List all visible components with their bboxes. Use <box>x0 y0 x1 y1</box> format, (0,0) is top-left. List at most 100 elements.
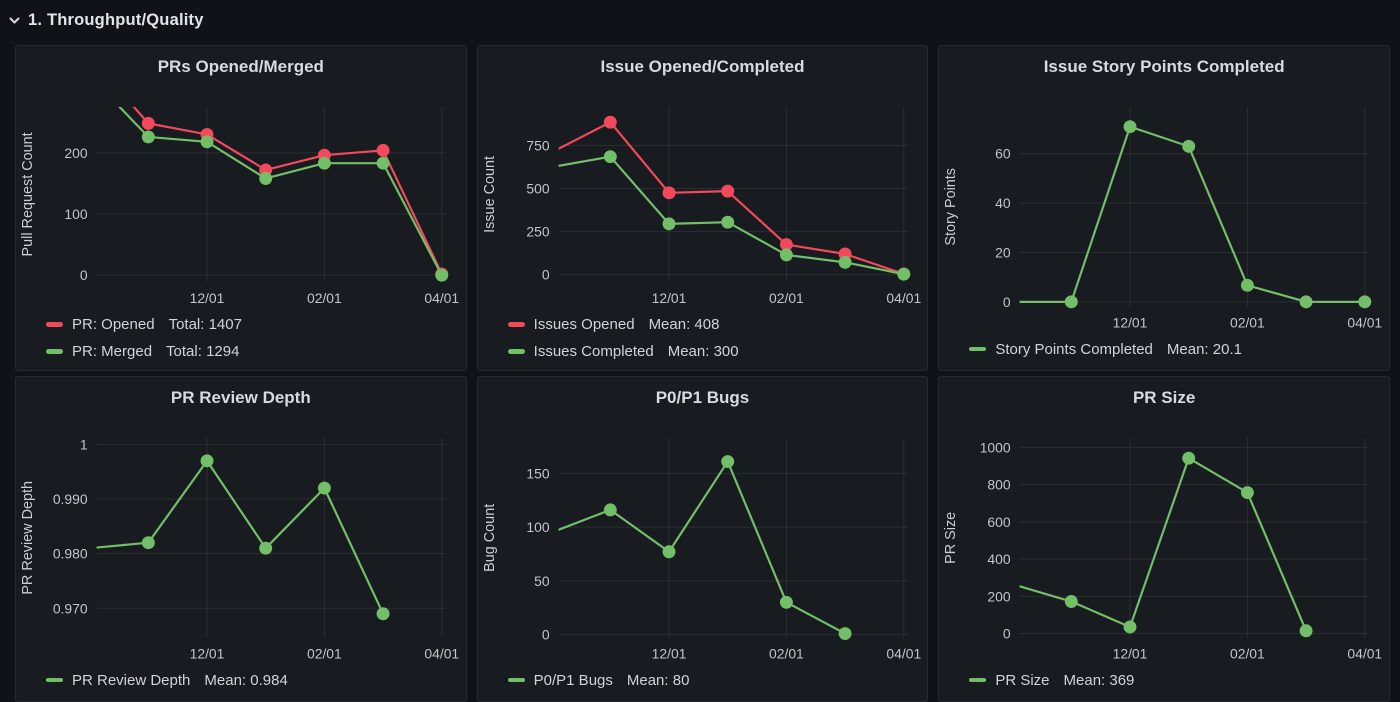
panel-title[interactable]: PR Review Depth <box>170 388 311 407</box>
legend-item: Issues Completed Mean: 300 <box>507 338 928 365</box>
legend-series-stat: Mean: 0.984 <box>204 671 288 689</box>
panels-grid: PRs Opened/Merged 0 100 200 12/01 02/01 04/01… <box>0 40 1400 702</box>
svg-text:20: 20 <box>995 244 1011 260</box>
chart-panel: Issue Story Points Completed 0 20 40 60 12/0… <box>938 45 1390 371</box>
svg-text:12/01: 12/01 <box>190 290 225 306</box>
svg-text:Pull Request Count: Pull Request Count <box>20 132 36 256</box>
legend-series-name[interactable]: Issues Completed <box>533 342 654 360</box>
chart-panel: P0/P1 Bugs 0 50 100 150 12/01 02/01 04/01 Bug C… <box>476 376 929 702</box>
svg-text:02/01: 02/01 <box>1230 646 1265 662</box>
chart-panel: PR Review Depth 0.970 0.980 0.990 1 12/01 02/… <box>15 376 467 702</box>
svg-text:04/01: 04/01 <box>886 290 921 306</box>
svg-text:12/01: 12/01 <box>651 646 686 662</box>
svg-text:750: 750 <box>526 137 549 153</box>
chart-legend: PR: Opened Total: 1407 PR: Merged Total: 12… <box>16 311 466 365</box>
svg-text:Issue Count: Issue Count <box>482 156 498 233</box>
panel-title[interactable]: PRs Opened/Merged <box>157 57 324 76</box>
svg-text:PR Size: PR Size <box>943 512 959 564</box>
panel-title[interactable]: Issue Story Points Completed <box>1043 57 1285 76</box>
legend-item: P0/P1 Bugs Mean: 80 <box>507 667 928 694</box>
line-chart[interactable]: 0.970 0.980 0.990 1 12/01 02/01 04/01 PR Review… <box>16 413 466 667</box>
svg-text:0: 0 <box>1003 294 1011 310</box>
series-color-swatch <box>969 346 987 352</box>
line-chart[interactable]: 0 100 200 12/01 02/01 04/01 Pull Request Count <box>16 82 466 311</box>
svg-text:0.970: 0.970 <box>53 600 88 616</box>
svg-text:500: 500 <box>526 181 549 197</box>
chart-legend: PR Review Depth Mean: 0.984 <box>16 667 466 694</box>
legend-series-stat: Mean: 80 <box>626 671 690 689</box>
series-color-swatch <box>969 677 987 683</box>
legend-series-name[interactable]: Issues Opened <box>533 315 635 333</box>
svg-text:1000: 1000 <box>980 439 1011 455</box>
svg-text:Story Points: Story Points <box>943 168 959 246</box>
legend-item: Story Points Completed Mean: 20.1 <box>969 336 1389 363</box>
legend-item: PR: Merged Total: 1294 <box>46 338 466 365</box>
line-chart[interactable]: 0 200 400 600 800 1000 12/01 02/01 04/01 PR Size <box>939 413 1389 667</box>
svg-text:02/01: 02/01 <box>1230 315 1265 331</box>
svg-text:40: 40 <box>995 195 1011 211</box>
panel-title[interactable]: PR Size <box>1132 388 1196 407</box>
svg-text:1: 1 <box>80 436 88 452</box>
legend-series-name[interactable]: PR: Merged <box>72 342 153 360</box>
svg-text:02/01: 02/01 <box>769 290 804 306</box>
dashboard-row-header[interactable]: 1. Throughput/Quality <box>0 0 1400 40</box>
series-color-swatch <box>507 322 525 327</box>
legend-series-stat: Total: 1407 <box>168 315 242 333</box>
legend-series-name[interactable]: PR: Opened <box>72 315 155 333</box>
svg-text:12/01: 12/01 <box>651 290 686 306</box>
svg-text:100: 100 <box>526 519 549 535</box>
chart-legend: P0/P1 Bugs Mean: 80 <box>478 667 928 694</box>
legend-series-name[interactable]: Story Points Completed <box>995 340 1153 358</box>
svg-text:100: 100 <box>64 206 87 222</box>
line-chart[interactable]: 0 20 40 60 12/01 02/01 04/01 Story Points <box>939 82 1389 336</box>
svg-text:04/01: 04/01 <box>1348 315 1383 331</box>
chevron-down-icon <box>8 14 21 27</box>
svg-text:150: 150 <box>526 465 549 481</box>
chart-legend: PR Size Mean: 369 <box>939 667 1389 694</box>
svg-text:04/01: 04/01 <box>424 646 459 662</box>
series-color-swatch <box>46 677 63 683</box>
svg-text:02/01: 02/01 <box>769 646 804 662</box>
svg-text:400: 400 <box>988 551 1011 567</box>
svg-text:0.990: 0.990 <box>53 491 88 507</box>
svg-text:04/01: 04/01 <box>1348 646 1383 662</box>
legend-series-name[interactable]: PR Size <box>995 671 1050 689</box>
chart-legend: Issues Opened Mean: 408 Issues Completed Me… <box>478 311 928 365</box>
svg-text:12/01: 12/01 <box>1113 315 1148 331</box>
panel-title[interactable]: P0/P1 Bugs <box>655 388 750 407</box>
svg-text:0: 0 <box>542 267 550 283</box>
legend-series-stat: Mean: 369 <box>1063 671 1135 689</box>
svg-text:200: 200 <box>64 145 87 161</box>
svg-text:Bug Count: Bug Count <box>482 504 498 572</box>
svg-text:04/01: 04/01 <box>886 646 921 662</box>
row-title: 1. Throughput/Quality <box>28 10 204 29</box>
svg-text:0.980: 0.980 <box>53 546 88 562</box>
legend-item: Issues Opened Mean: 408 <box>507 311 928 338</box>
svg-text:12/01: 12/01 <box>190 646 225 662</box>
legend-series-stat: Mean: 20.1 <box>1166 340 1242 358</box>
series-color-swatch <box>507 349 525 354</box>
legend-series-stat: Mean: 408 <box>648 315 720 333</box>
svg-text:800: 800 <box>988 477 1011 493</box>
chart-legend: Story Points Completed Mean: 20.1 <box>939 336 1389 363</box>
legend-item: PR: Opened Total: 1407 <box>46 311 466 338</box>
svg-text:0: 0 <box>542 627 550 643</box>
panel-title[interactable]: Issue Opened/Completed <box>600 57 805 76</box>
series-color-swatch <box>507 677 525 683</box>
chart-panel: PR Size 0 200 400 600 800 1000 12/01 02/01 04/01… <box>938 376 1390 702</box>
line-chart[interactable]: 0 250 500 750 12/01 02/01 04/01 Issue Count <box>478 82 928 311</box>
series-color-swatch <box>46 322 63 327</box>
svg-text:250: 250 <box>526 224 549 240</box>
svg-text:PR Review Depth: PR Review Depth <box>20 481 36 595</box>
legend-series-stat: Total: 1294 <box>166 342 240 360</box>
svg-text:0: 0 <box>80 267 88 283</box>
legend-item: PR Size Mean: 369 <box>969 667 1389 694</box>
chart-panel: Issue Opened/Completed 0 250 500 750 12/01 02… <box>476 45 929 371</box>
svg-text:04/01: 04/01 <box>424 290 459 306</box>
series-color-swatch <box>46 349 63 354</box>
legend-series-name[interactable]: P0/P1 Bugs <box>533 671 613 689</box>
legend-series-name[interactable]: PR Review Depth <box>72 671 191 689</box>
svg-text:12/01: 12/01 <box>1113 646 1148 662</box>
line-chart[interactable]: 0 50 100 150 12/01 02/01 04/01 Bug Count <box>478 413 928 667</box>
